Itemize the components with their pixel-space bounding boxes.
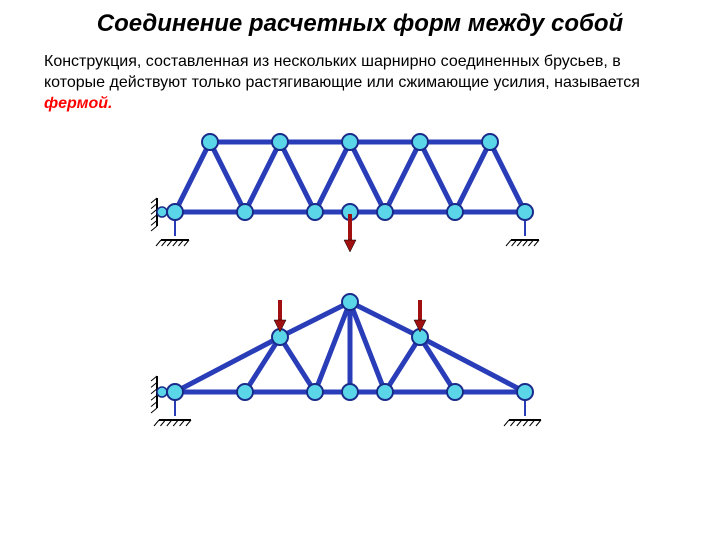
truss-diagram-2 [0,262,720,452]
definition-keyword: фермой. [44,95,112,112]
page-title: Соединение расчетных форм между собой [0,0,720,38]
definition-paragraph: Конструкция, составленная из нескольких … [44,52,676,114]
truss-diagram-1 [0,114,720,262]
definition-lead: Конструкция, составленная из нескольких … [44,53,640,91]
